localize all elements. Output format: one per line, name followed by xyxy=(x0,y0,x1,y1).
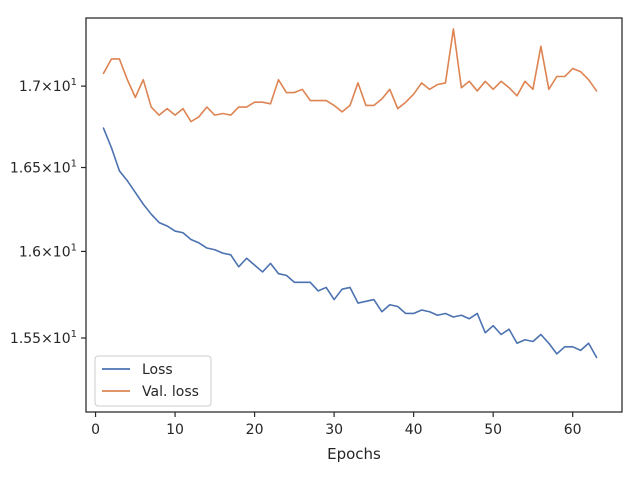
x-tick-label: 10 xyxy=(166,422,184,438)
legend-label: Val. loss xyxy=(142,384,199,400)
legend-label: Loss xyxy=(142,362,173,378)
x-tick-label: 50 xyxy=(484,422,502,438)
y-tick-label: 1.55×101 xyxy=(10,329,77,347)
y-tick-label: 1.65×101 xyxy=(10,159,77,177)
x-axis: 0 10 20 30 40 50 60 xyxy=(91,412,582,438)
axes-frame xyxy=(85,17,623,413)
y-axis: 1.55×101 1.6×101 1.65×101 1.7×101 xyxy=(10,77,86,347)
x-tick-label: 20 xyxy=(246,422,264,438)
legend: Loss Val. loss xyxy=(94,355,212,407)
y-tick-label: 1.6×101 xyxy=(19,242,77,260)
x-tick-label: 30 xyxy=(325,422,343,438)
x-tick-label: 60 xyxy=(564,422,582,438)
series-line-loss xyxy=(102,127,598,359)
x-axis-label: Epochs xyxy=(327,445,381,463)
plot-lines xyxy=(102,28,598,359)
x-tick-label: 40 xyxy=(405,422,423,438)
series-line-val-loss xyxy=(102,28,598,123)
x-tick-label: 0 xyxy=(91,422,100,438)
y-tick-label: 1.7×101 xyxy=(19,77,77,95)
